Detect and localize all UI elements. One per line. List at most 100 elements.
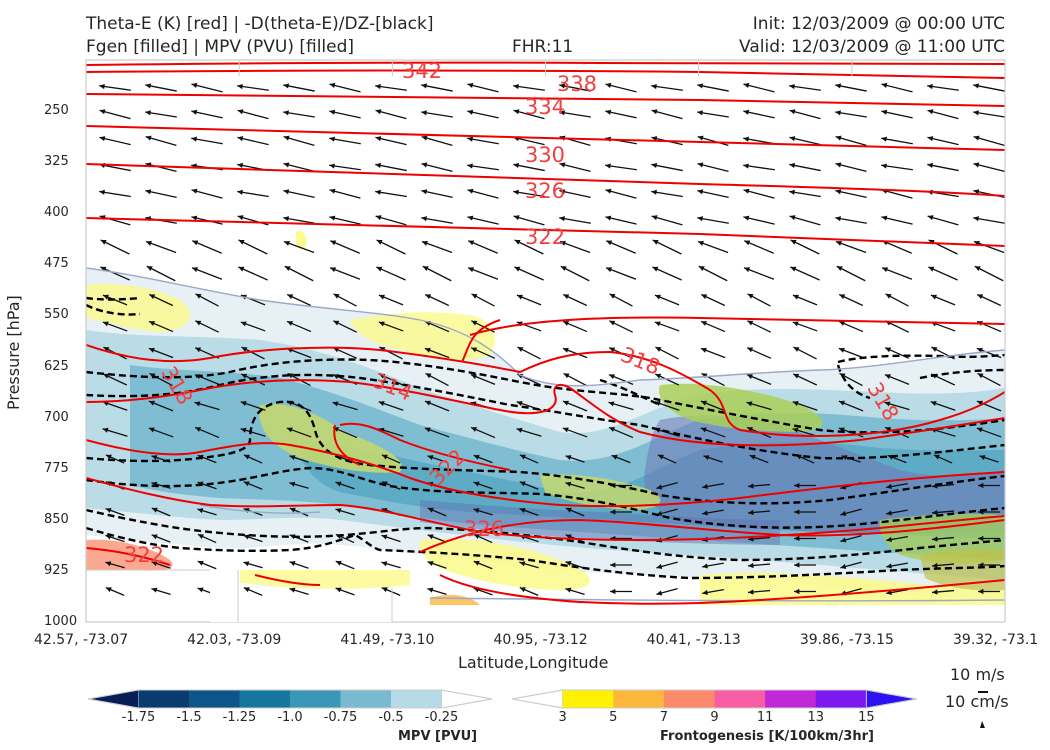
wind-vector-head [932, 509, 938, 516]
wind-vector-head [238, 239, 245, 245]
theta-e-contour-label: 330 [525, 143, 565, 167]
wind-vector-head [471, 427, 478, 432]
wind-vector-head [977, 373, 984, 379]
wind-vector-head [467, 215, 474, 221]
wind-vector-head [882, 267, 889, 273]
wind-vector-head [151, 455, 158, 461]
wind-vector-head [237, 83, 243, 90]
wind-vector-head [559, 162, 566, 168]
wind-vector-head [610, 562, 616, 568]
wind-vector-head [605, 215, 612, 221]
vector-key-horizontal: 10 m/s [950, 665, 1005, 684]
mpv-colorbar-swatch [87, 689, 139, 709]
wind-vector-head [792, 427, 799, 433]
wind-vector-head [973, 189, 980, 195]
x-tick-label: 40.95, -73.12 [493, 632, 588, 648]
forecast-hour: FHR:11 [512, 37, 574, 57]
wind-vector-head [838, 347, 845, 353]
fgen-colorbar-tick-label: 3 [558, 710, 567, 725]
wind-vector-head [605, 163, 611, 169]
wind-vector-head [886, 510, 892, 516]
fgen-colorbar-tick-label: 5 [609, 710, 618, 725]
wind-vector-head [283, 110, 289, 116]
fgen-colorbar-swatch [815, 690, 867, 708]
wind-vector-head [425, 294, 432, 300]
wind-vector-head [651, 109, 658, 115]
wind-vector-head [881, 109, 888, 115]
wind-vector-head [973, 83, 980, 89]
wind-vector-head [378, 294, 385, 300]
wind-vector-head [519, 454, 526, 460]
wind-vector-head [748, 509, 754, 516]
wind-vector-head [287, 294, 294, 300]
mpv-colorbar-tick-label: -1.75 [121, 710, 156, 725]
wind-vector-head [238, 266, 245, 272]
wind-vector-head [148, 400, 155, 406]
fgen-colorbar-tick-label: 9 [710, 710, 719, 725]
wind-vector-head [698, 266, 705, 272]
wind-vector-head [381, 587, 388, 593]
y-tick-label: 775 [44, 460, 69, 476]
wind-vector-head [243, 587, 250, 593]
wind-vector-head [105, 507, 112, 513]
wind-vector-head [789, 109, 796, 115]
wind-vector-head [333, 347, 340, 353]
wind-vector-head [378, 321, 385, 327]
wind-vector-head [835, 162, 842, 168]
wind-vector-head [514, 239, 521, 245]
wind-vector-head [743, 82, 750, 88]
wind-vector-head [835, 83, 842, 89]
wind-vector-head [145, 83, 152, 89]
wind-vector-head [375, 189, 381, 195]
wind-vector-head [102, 294, 109, 300]
wind-vector-head [790, 266, 797, 272]
x-tick-label: 39.32, -73.1 [953, 632, 1039, 648]
wind-vector-head [516, 427, 523, 433]
wind-vector-head [697, 135, 704, 141]
wind-vector-head [881, 215, 888, 221]
wind-vector-head [932, 589, 938, 595]
wind-vector-head [789, 215, 796, 221]
wind-vector-head [517, 347, 524, 352]
wind-vector-head [516, 401, 523, 406]
wind-vector-head [927, 83, 933, 90]
wind-vector-head [884, 401, 891, 407]
init-time: Init: 12/03/2009 @ 00:00 UTC [752, 14, 1005, 34]
wind-vector-head [976, 347, 983, 353]
wind-vector-head [421, 135, 428, 141]
wind-vector-head [703, 455, 710, 461]
x-tick-label: 39.86, -73.15 [799, 632, 894, 648]
vector-key-vertical: 10 cm/s [945, 692, 1009, 711]
wind-vector-head [839, 294, 846, 300]
wind-vector-head [422, 266, 429, 272]
wind-vector-head [421, 162, 428, 168]
wind-vector-head [605, 188, 612, 194]
wind-vector-head [375, 109, 382, 115]
wind-vector-head [195, 320, 202, 326]
wind-vector-head [191, 136, 198, 142]
wind-vector-head [743, 215, 750, 221]
wind-vector-head [375, 215, 382, 221]
wind-vector-head [427, 455, 434, 461]
wind-vector-head [100, 266, 107, 272]
wind-vector-head [609, 293, 616, 299]
wind-vector-head [151, 561, 158, 566]
wind-vector-head [103, 373, 110, 379]
wind-vector-head [559, 110, 565, 116]
wind-vector-head [421, 110, 427, 116]
wind-vector-head [881, 163, 887, 169]
wind-vector-head [841, 455, 848, 461]
wind-vector-head [289, 561, 296, 566]
wind-vector-head [559, 189, 566, 195]
wind-vector-head [335, 508, 342, 514]
wind-vector-head [747, 347, 754, 353]
wind-vector-head [748, 562, 754, 569]
vector-key-vertical-arrow [980, 721, 985, 728]
wind-vector-head [743, 109, 750, 115]
wind-vector-head [197, 587, 204, 593]
wind-vector-head [652, 239, 659, 245]
dthetae-dz-contours [86, 296, 1005, 580]
wind-vector-head [794, 535, 800, 542]
wind-vector-head [513, 109, 520, 115]
